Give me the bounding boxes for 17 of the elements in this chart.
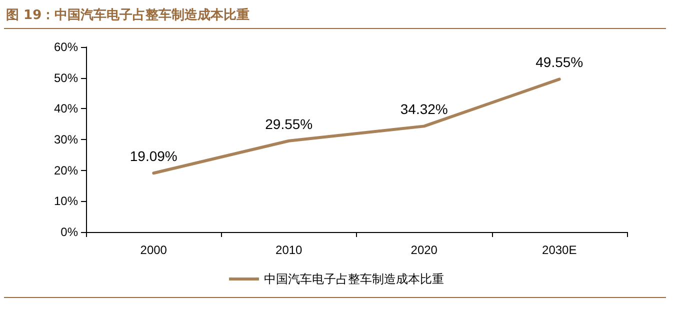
x-tick-label: 2030E — [542, 243, 577, 257]
data-label: 19.09% — [130, 148, 178, 164]
y-tick-label: 60% — [54, 40, 78, 54]
y-tick-label: 10% — [54, 194, 78, 208]
data-label: 34.32% — [400, 101, 448, 118]
y-tick-label: 30% — [54, 132, 78, 146]
x-tick-label: 2000 — [140, 243, 168, 257]
x-tick-label: 2020 — [410, 243, 438, 257]
chart-title: 图 19：中国汽车电子占整车制造成本比重 — [6, 6, 250, 24]
y-tick-label: 50% — [54, 70, 78, 85]
legend-label: 中国汽车电子占整车制造成本比重 — [264, 272, 444, 286]
x-tick-label: 2010 — [276, 243, 303, 257]
data-label: 49.55% — [536, 54, 584, 70]
y-tick-label: 40% — [54, 102, 78, 116]
data-label: 29.55% — [265, 116, 313, 132]
y-tick-label: 20% — [54, 163, 78, 178]
y-tick-label: 0% — [60, 225, 78, 239]
